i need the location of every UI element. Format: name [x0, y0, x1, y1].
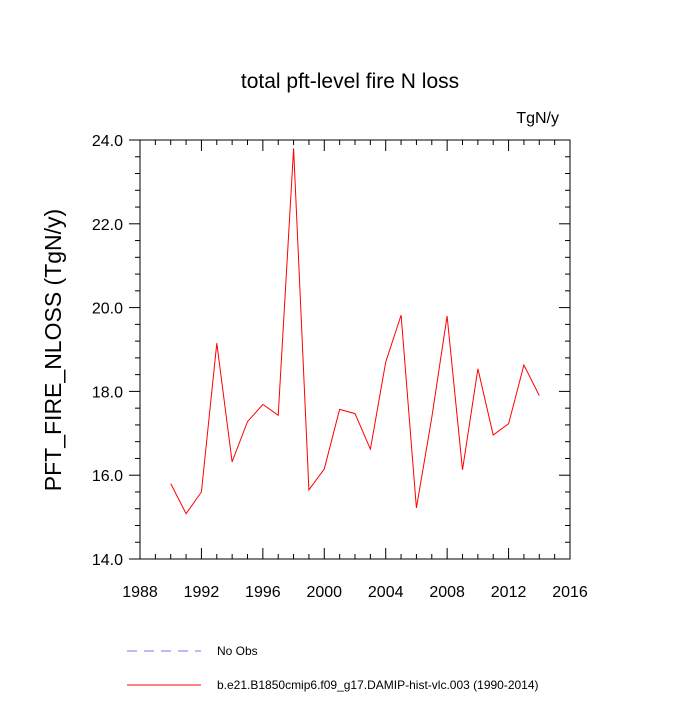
- x-tick-label: 2012: [491, 584, 527, 601]
- y-axis-label: PFT_FIRE_NLOSS (TgN/y): [40, 209, 66, 491]
- x-tick-label: 2000: [306, 584, 342, 601]
- chart-title: total pft-level fire N loss: [241, 70, 459, 93]
- y-tick-labels: 14.0 16.0 18.0 20.0 22.0 24.0: [92, 133, 123, 569]
- x-tick-label: 2008: [429, 584, 465, 601]
- series-line: [170, 148, 540, 515]
- legend-label-model-run: b.e21.B1850cmip6.f09_g17.DAMIP-hist-vlc.…: [217, 678, 539, 692]
- y-tick-label: 14.0: [92, 552, 123, 569]
- plot-frame: [139, 139, 571, 560]
- x-tick-label: 1996: [245, 584, 281, 601]
- y-tick-label: 22.0: [92, 217, 123, 234]
- y-tick-label: 16.0: [92, 468, 123, 485]
- legend: No Obs b.e21.B1850cmip6.f09_g17.DAMIP-hi…: [127, 644, 539, 692]
- axis-ticks: [129, 139, 571, 560]
- x-tick-label: 2016: [552, 584, 588, 601]
- series-group: [170, 148, 540, 515]
- x-tick-label: 1992: [184, 584, 220, 601]
- y-tick-label: 18.0: [92, 384, 123, 401]
- legend-label-no-obs: No Obs: [217, 644, 258, 658]
- x-tick-label: 1988: [122, 584, 158, 601]
- y-tick-label: 20.0: [92, 301, 123, 318]
- x-tick-label: 2004: [368, 584, 404, 601]
- y-tick-label: 24.0: [92, 133, 123, 150]
- x-tick-labels: 1988 1992 1996 2000 2004 2008 2012 2016: [122, 584, 588, 601]
- units-label: TgN/y: [516, 110, 559, 127]
